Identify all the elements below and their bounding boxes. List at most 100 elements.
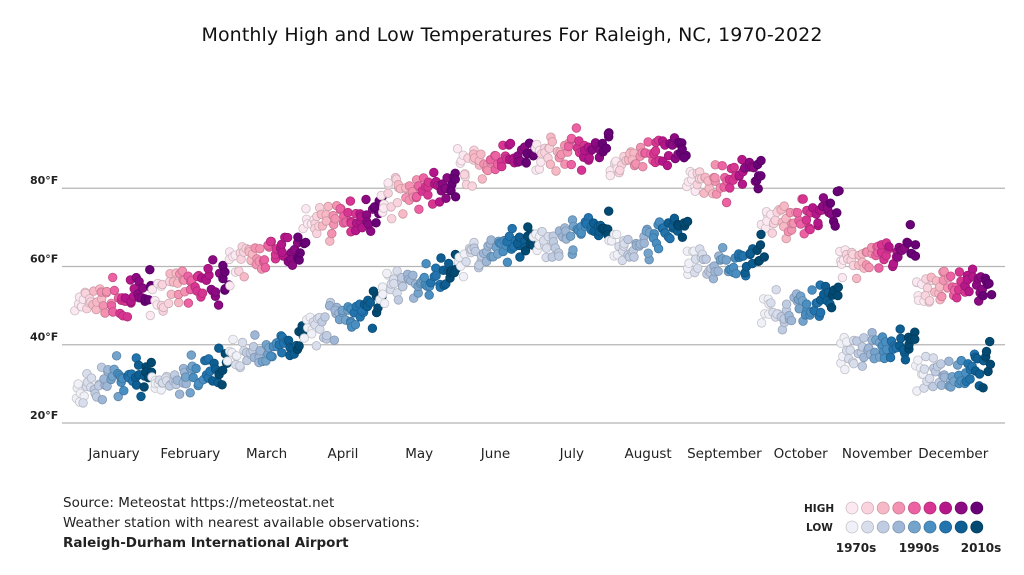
high-point <box>851 273 862 284</box>
high-point <box>952 293 962 303</box>
low-point <box>421 259 431 269</box>
low-point <box>643 248 653 258</box>
x-tick-label: January <box>87 446 139 462</box>
low-point <box>131 380 142 390</box>
high-point <box>805 224 815 235</box>
low-point <box>398 281 408 292</box>
low-point <box>928 353 939 363</box>
legend-swatch-high <box>923 501 937 515</box>
low-point <box>756 229 766 240</box>
high-point <box>710 173 720 183</box>
low-point <box>436 253 446 263</box>
low-point <box>378 289 388 299</box>
high-point <box>203 263 213 274</box>
low-point <box>718 242 728 253</box>
high-point <box>383 178 393 188</box>
low-point <box>885 352 896 363</box>
low-point <box>924 373 935 384</box>
legend-swatch-low <box>923 520 937 534</box>
high-point <box>423 190 433 200</box>
high-point <box>813 218 823 228</box>
legend-swatch-low <box>845 520 859 534</box>
low-point <box>222 356 233 366</box>
low-point <box>759 252 770 262</box>
low-point <box>840 364 850 375</box>
high-point <box>213 300 224 310</box>
high-point <box>295 248 305 258</box>
low-point <box>431 271 441 281</box>
low-point <box>731 269 741 279</box>
high-point <box>779 201 789 211</box>
legend-swatch-high <box>939 501 952 515</box>
high-point <box>601 143 612 154</box>
low-point <box>766 298 776 308</box>
high-point <box>729 162 739 173</box>
high-point <box>476 149 486 159</box>
high-point <box>884 242 894 252</box>
legend-label-high: HIGH <box>804 503 834 515</box>
low-point <box>113 391 123 402</box>
legend-swatch-high <box>970 501 984 515</box>
legend-swatch-high <box>892 501 906 515</box>
low-point <box>604 206 614 216</box>
low-point <box>520 246 531 256</box>
high-point <box>643 137 653 147</box>
high-point <box>107 272 118 283</box>
low-point <box>713 266 723 277</box>
low-point <box>936 359 946 369</box>
chart-title: Monthly High and Low Temperatures For Ra… <box>201 24 823 46</box>
high-point <box>459 169 470 180</box>
high-point <box>832 186 843 197</box>
low-point <box>919 364 930 374</box>
high-point <box>345 196 356 206</box>
low-point <box>537 226 547 237</box>
low-point <box>73 379 83 389</box>
high-point <box>147 284 158 295</box>
high-point <box>650 146 661 156</box>
low-point <box>554 251 564 261</box>
high-point <box>208 255 218 265</box>
high-point <box>832 208 842 218</box>
high-point <box>756 155 766 166</box>
high-point <box>450 192 461 202</box>
legend-swatch-low <box>970 520 984 534</box>
high-point <box>220 267 230 277</box>
low-point <box>294 341 304 351</box>
high-point <box>301 204 311 214</box>
high-point <box>387 213 397 224</box>
high-point <box>721 197 732 208</box>
high-point <box>287 260 298 271</box>
low-point <box>97 395 108 405</box>
high-point <box>571 123 582 133</box>
low-point <box>322 330 332 341</box>
low-point <box>845 345 855 355</box>
high-point <box>964 286 974 297</box>
low-point <box>191 363 201 374</box>
high-point <box>225 281 235 291</box>
low-point <box>350 320 361 330</box>
high-point <box>605 170 616 181</box>
legend-swatch-high <box>861 501 874 515</box>
high-point <box>467 181 477 191</box>
high-point <box>327 228 337 239</box>
high-point <box>986 290 997 300</box>
low-point <box>329 335 340 345</box>
low-point <box>146 357 157 368</box>
low-point <box>807 285 817 295</box>
high-point <box>756 171 766 181</box>
x-tick-label: May <box>405 446 433 462</box>
high-point <box>183 298 194 308</box>
low-point <box>311 341 322 351</box>
low-point <box>235 361 245 371</box>
low-point <box>921 351 931 362</box>
low-point <box>136 391 146 402</box>
low-point <box>965 374 975 384</box>
low-point <box>78 398 88 408</box>
high-point <box>210 287 221 297</box>
high-point <box>576 165 587 175</box>
high-point <box>293 232 303 242</box>
low-point <box>612 229 622 240</box>
high-point <box>679 152 689 163</box>
low-point <box>944 356 954 367</box>
